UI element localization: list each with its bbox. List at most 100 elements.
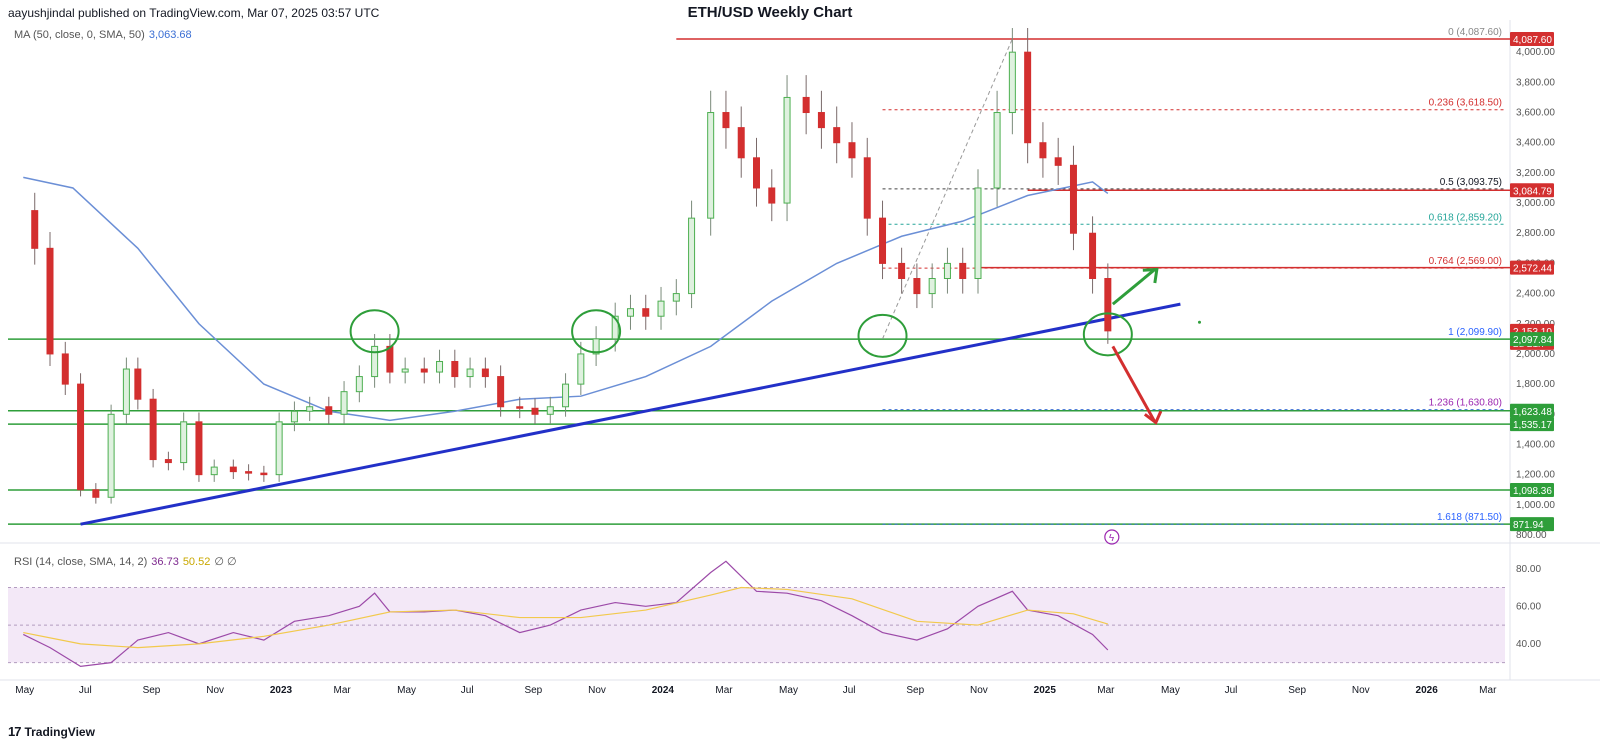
candle-body [863, 157, 871, 219]
price-tag [1510, 260, 1554, 275]
candle-body [783, 96, 791, 204]
price-tag-label: 871.94 [1513, 520, 1544, 531]
candle-body [340, 391, 348, 415]
candle-body [531, 407, 539, 415]
candle-body [245, 471, 253, 474]
candle-body [592, 338, 600, 355]
x-tick-label: May [397, 685, 416, 696]
candle-body [1089, 232, 1097, 279]
footer-brand[interactable]: 17 TradingView [8, 724, 95, 739]
fib-label-1.618: 1.618 (871.50) [1437, 512, 1502, 523]
fib-label-0.236: 0.236 (3,618.50) [1429, 98, 1502, 109]
candle-body [577, 353, 585, 385]
chart-title: ETH/USD Weekly Chart [687, 4, 853, 21]
x-tick-label: Sep [906, 685, 924, 696]
support-circle [349, 309, 400, 354]
candle-body [626, 308, 634, 317]
candle-body [913, 278, 921, 295]
marker-dot [1197, 320, 1201, 324]
candle-body [306, 406, 314, 412]
candle-body [436, 360, 444, 373]
price-tag-label: 2,572.44 [1513, 264, 1552, 275]
y-tick-label: 3,600.00 [1516, 108, 1555, 119]
price-tag-label: 2,097.84 [1513, 335, 1552, 346]
candle-body [61, 353, 69, 385]
x-tick-label: May [15, 685, 34, 696]
price-tag-label: 1,098.36 [1513, 486, 1552, 497]
y-tick-label: 2,000.00 [1516, 349, 1555, 360]
rsi-ma-value: 50.52 [182, 556, 211, 568]
event-lightning-icon [1104, 529, 1120, 545]
candle-body [401, 368, 409, 373]
candle-body [993, 112, 1001, 189]
price-tag [1510, 417, 1554, 432]
x-tick-label: Nov [1352, 685, 1370, 696]
x-tick-label: Mar [715, 685, 733, 696]
x-tick-label: 2025 [1034, 685, 1057, 696]
candle-body [928, 278, 936, 295]
x-tick-label: Mar [1479, 685, 1497, 696]
fib-label-0.764: 0.764 (2,569.00) [1429, 256, 1502, 267]
candle-body [1054, 157, 1062, 166]
support-circle [571, 309, 622, 354]
x-tick-label: Sep [524, 685, 542, 696]
rsi-y-tick-label: 60.00 [1516, 601, 1541, 612]
price-tag-label: 3,084.79 [1513, 186, 1552, 197]
y-tick-label: 3,400.00 [1516, 138, 1555, 149]
candle-body [180, 421, 188, 464]
y-tick-label: 1,800.00 [1516, 379, 1555, 390]
candle-body [943, 262, 951, 280]
candle-body [260, 472, 268, 476]
x-tick-label: 2024 [652, 685, 675, 696]
ma-legend[interactable]: MA (50, close, 0, SMA, 50) 3,063.68 [14, 29, 192, 41]
rsi-legend[interactable]: RSI (14, close, SMA, 14, 2) 36.73 50.52 ∅ ∅ [14, 555, 237, 568]
fib-label-1: 1 (2,099.90) [1448, 327, 1502, 338]
candle-body [672, 293, 680, 302]
price-tag-label: 1,623.48 [1513, 407, 1552, 418]
candle-body [122, 368, 130, 415]
bullish-arrow [1111, 268, 1156, 306]
x-tick-label: 2023 [270, 685, 293, 696]
x-tick-label: Mar [334, 685, 352, 696]
x-tick-label: Mar [1097, 685, 1115, 696]
x-tick-label: Jul [1225, 685, 1238, 696]
tradingview-logo-icon: 17 [8, 724, 22, 739]
y-tick-label: 800.00 [1516, 530, 1547, 541]
fib-reference-line [882, 38, 1013, 340]
fib-label-0.5: 0.5 (3,093.75) [1440, 177, 1502, 188]
candle-body [451, 360, 459, 378]
fib-label-0: 0 (4,087.60) [1448, 27, 1502, 38]
candle-body [1104, 278, 1112, 332]
candle-body [466, 368, 474, 378]
price-tag [1510, 517, 1554, 532]
y-tick-label: 2,400.00 [1516, 289, 1555, 300]
ma-line [23, 176, 1109, 422]
ma-legend-value: 3,063.68 [148, 29, 192, 41]
rsi-ma-line [23, 586, 1109, 649]
price-tag-label: 1,535.17 [1513, 420, 1552, 431]
candle-body [688, 217, 696, 295]
candle-body [879, 217, 887, 264]
candle-body [149, 398, 157, 461]
bullish-arrowhead [1142, 267, 1159, 284]
candle-body [275, 421, 283, 476]
price-tag [1510, 332, 1554, 347]
fib-label-0.618: 0.618 (2,859.20) [1429, 212, 1502, 223]
x-tick-label: Sep [1288, 685, 1306, 696]
candle-body [420, 368, 428, 373]
candle-body [31, 210, 39, 249]
candle-body [768, 187, 776, 204]
x-tick-label: Jul [79, 685, 92, 696]
x-tick-label: Nov [970, 685, 988, 696]
candle-body [1024, 51, 1032, 144]
candle-body [817, 112, 825, 129]
y-tick-label: 2,800.00 [1516, 228, 1555, 239]
candle-body [210, 466, 218, 476]
candle-body [657, 300, 665, 317]
price-tag [1510, 183, 1554, 198]
candle-body [164, 459, 172, 464]
bearish-arrowhead [1143, 410, 1163, 425]
candle-body [516, 406, 524, 409]
candle-body [77, 383, 85, 491]
